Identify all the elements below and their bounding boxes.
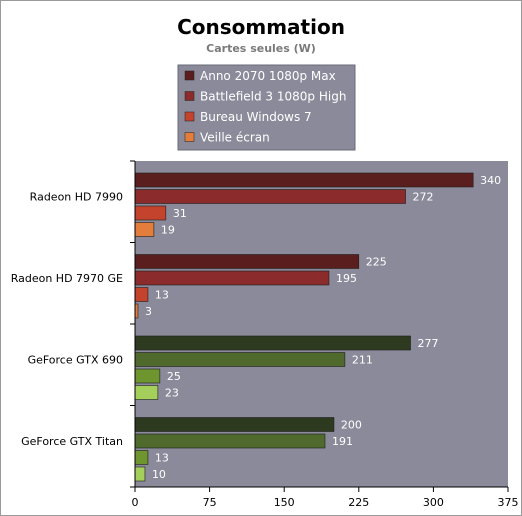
bar-value-label: 225 (366, 256, 387, 269)
axes-group: 0 75 150 225 300 375 (130, 160, 519, 509)
bar (134, 254, 360, 269)
legend-entry: Battlefield 3 1080p High (200, 90, 346, 104)
bar-value-label: 19 (161, 224, 175, 237)
category-label: Radeon HD 7970 GE (11, 272, 123, 285)
legend-swatch (184, 111, 195, 122)
bar (134, 417, 335, 432)
bar (134, 270, 330, 286)
bar-value-label: 10 (152, 468, 166, 481)
bar-value-label: 277 (418, 337, 439, 350)
legend-entry: Anno 2070 1080p Max (200, 69, 336, 83)
bar-value-label: 3 (145, 305, 152, 318)
legend-entry: Veille écran (200, 131, 270, 145)
bar (134, 335, 411, 351)
chart-subtitle: Cartes seules (W) (206, 42, 316, 55)
bar (134, 222, 155, 237)
category-label: GeForce GTX 690 (28, 353, 123, 366)
bar-value-label: 23 (165, 387, 179, 400)
legend: Anno 2070 1080p Max Battlefield 3 1080p H… (177, 64, 356, 151)
bar (134, 433, 326, 449)
category-label: Radeon HD 7990 (30, 190, 123, 203)
x-tick-label: 225 (348, 496, 369, 509)
bar (134, 205, 167, 221)
category-labels-group: Radeon HD 7990 Radeon HD 7970 GE GeForce G… (11, 190, 123, 448)
legend-entry: Bureau Windows 7 (200, 110, 312, 124)
plot-area (135, 161, 508, 487)
bar-value-label: 191 (332, 435, 353, 448)
bar (134, 172, 474, 188)
bar (134, 352, 346, 367)
bar (134, 385, 159, 400)
x-tick-label: 375 (498, 496, 519, 509)
bar-value-label: 272 (413, 191, 434, 204)
legend-swatch (184, 70, 195, 81)
bar-value-label: 200 (341, 419, 362, 432)
bar-value-label: 195 (336, 272, 357, 285)
bar (134, 466, 146, 482)
bar-value-label: 211 (352, 354, 373, 367)
bar-value-label: 25 (167, 370, 181, 383)
legend-swatch (184, 91, 195, 101)
bar-value-label: 31 (173, 207, 187, 220)
bar (134, 287, 149, 302)
bar (134, 189, 406, 204)
chart-title: Consommation (177, 15, 345, 39)
bars-group (134, 172, 474, 482)
legend-box (177, 64, 356, 151)
bar-value-label: 13 (155, 289, 169, 302)
bar-value-label: 13 (155, 452, 169, 465)
bar (134, 368, 161, 384)
bar-value-label: 340 (480, 174, 501, 187)
bar (134, 450, 149, 465)
x-tick-label: 75 (203, 496, 217, 509)
x-tick-label: 150 (274, 496, 295, 509)
legend-swatch (184, 132, 195, 142)
category-label: GeForce GTX Titan (21, 435, 123, 448)
x-tick-label: 300 (423, 496, 444, 509)
x-tick-label: 0 (132, 496, 139, 509)
